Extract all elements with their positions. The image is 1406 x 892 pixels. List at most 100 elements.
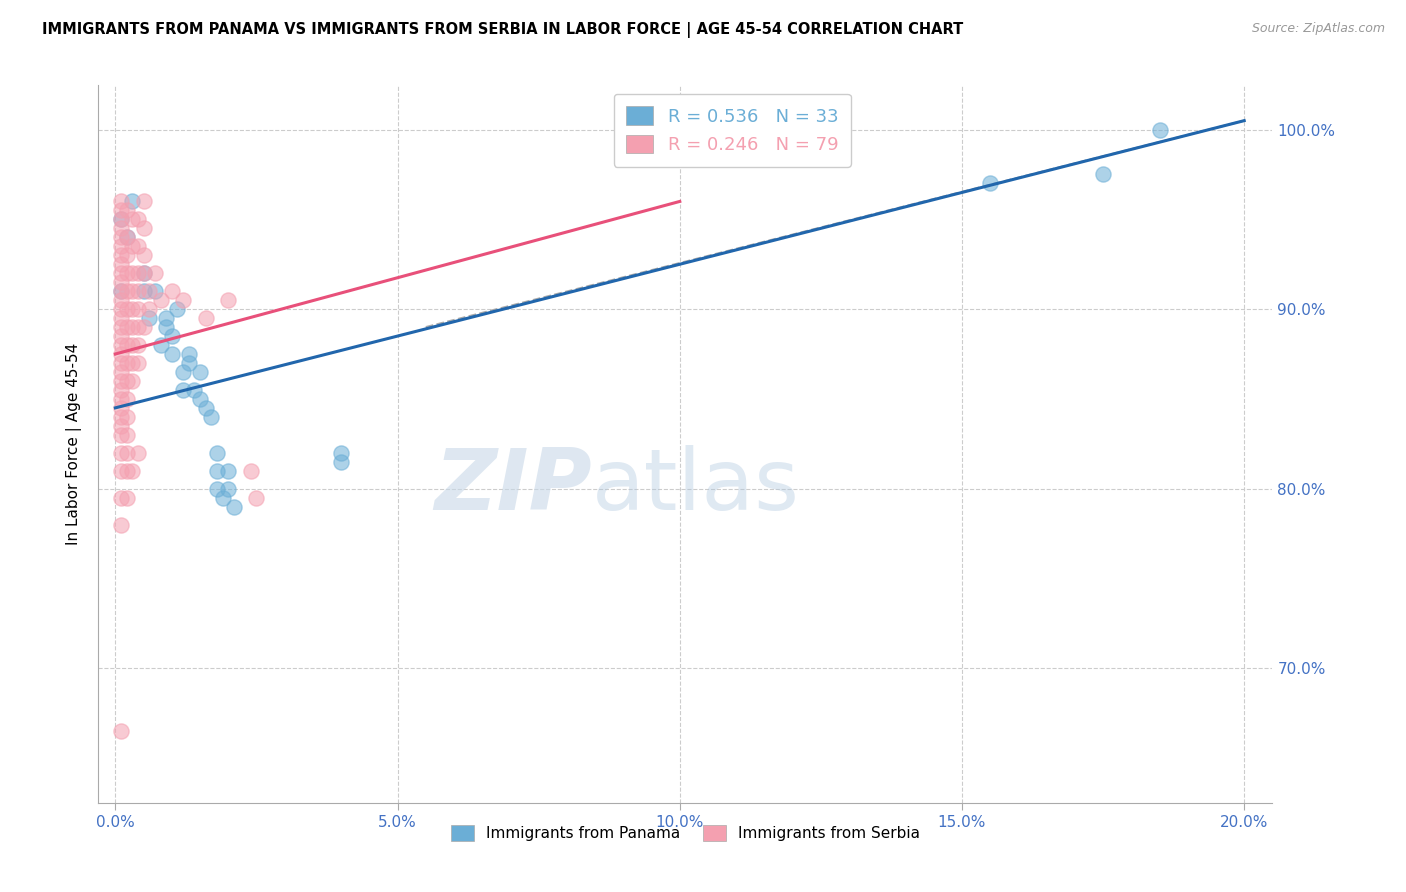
Point — [211, 491, 233, 505]
Point — [132, 266, 155, 280]
Point — [217, 464, 239, 478]
Point — [110, 383, 132, 397]
Point — [110, 446, 132, 460]
Point — [115, 356, 138, 370]
Point — [121, 302, 143, 317]
Point — [166, 302, 188, 317]
Point — [127, 239, 149, 253]
Point — [110, 427, 132, 442]
Point — [110, 409, 132, 424]
Point — [138, 311, 160, 326]
Point — [121, 356, 143, 370]
Point — [115, 248, 138, 262]
Point — [110, 284, 132, 298]
Point — [110, 392, 132, 406]
Point — [138, 284, 160, 298]
Point — [110, 239, 132, 253]
Point — [110, 338, 132, 352]
Point — [121, 266, 143, 280]
Point — [115, 338, 138, 352]
Point — [1092, 168, 1115, 182]
Point — [110, 302, 132, 317]
Point — [194, 311, 217, 326]
Point — [127, 446, 149, 460]
Point — [160, 347, 183, 361]
Point — [132, 194, 155, 209]
Point — [177, 356, 200, 370]
Point — [127, 302, 149, 317]
Point — [110, 257, 132, 271]
Point — [121, 320, 143, 334]
Point — [177, 347, 200, 361]
Point — [115, 266, 138, 280]
Point — [132, 248, 155, 262]
Point — [205, 482, 228, 496]
Point — [110, 374, 132, 388]
Point — [110, 517, 132, 532]
Point — [172, 293, 194, 307]
Point — [160, 284, 183, 298]
Point — [127, 212, 149, 227]
Point — [110, 230, 132, 244]
Point — [172, 365, 194, 379]
Point — [110, 212, 132, 227]
Point — [115, 427, 138, 442]
Point — [330, 455, 353, 469]
Point — [115, 446, 138, 460]
Point — [245, 491, 267, 505]
Point — [149, 293, 172, 307]
Point — [110, 418, 132, 433]
Point — [1149, 122, 1171, 136]
Point — [155, 320, 177, 334]
Point — [110, 293, 132, 307]
Point — [115, 230, 138, 244]
Point — [121, 284, 143, 298]
Legend: Immigrants from Panama, Immigrants from Serbia: Immigrants from Panama, Immigrants from … — [443, 818, 928, 849]
Point — [127, 284, 149, 298]
Text: atlas: atlas — [592, 445, 800, 528]
Point — [110, 401, 132, 415]
Point — [205, 446, 228, 460]
Point — [132, 320, 155, 334]
Point — [110, 266, 132, 280]
Point — [132, 266, 155, 280]
Point — [188, 365, 211, 379]
Point — [143, 266, 166, 280]
Point — [160, 329, 183, 343]
Point — [115, 320, 138, 334]
Point — [110, 311, 132, 326]
Point — [188, 392, 211, 406]
Point — [110, 275, 132, 289]
Point — [110, 491, 132, 505]
Point — [110, 203, 132, 218]
Point — [110, 194, 132, 209]
Point — [172, 383, 194, 397]
Point — [239, 464, 262, 478]
Point — [121, 239, 143, 253]
Point — [110, 320, 132, 334]
Point — [127, 356, 149, 370]
Point — [217, 293, 239, 307]
Point — [127, 266, 149, 280]
Point — [110, 329, 132, 343]
Point — [132, 284, 155, 298]
Point — [115, 491, 138, 505]
Point — [115, 230, 138, 244]
Point — [115, 409, 138, 424]
Point — [115, 392, 138, 406]
Point — [183, 383, 205, 397]
Point — [200, 409, 222, 424]
Point — [110, 248, 132, 262]
Point — [979, 177, 1001, 191]
Point — [127, 338, 149, 352]
Point — [110, 464, 132, 478]
Point — [121, 374, 143, 388]
Point — [121, 338, 143, 352]
Point — [115, 464, 138, 478]
Point — [115, 284, 138, 298]
Point — [217, 482, 239, 496]
Point — [205, 464, 228, 478]
Point — [115, 374, 138, 388]
Point — [115, 302, 138, 317]
Point — [115, 203, 138, 218]
